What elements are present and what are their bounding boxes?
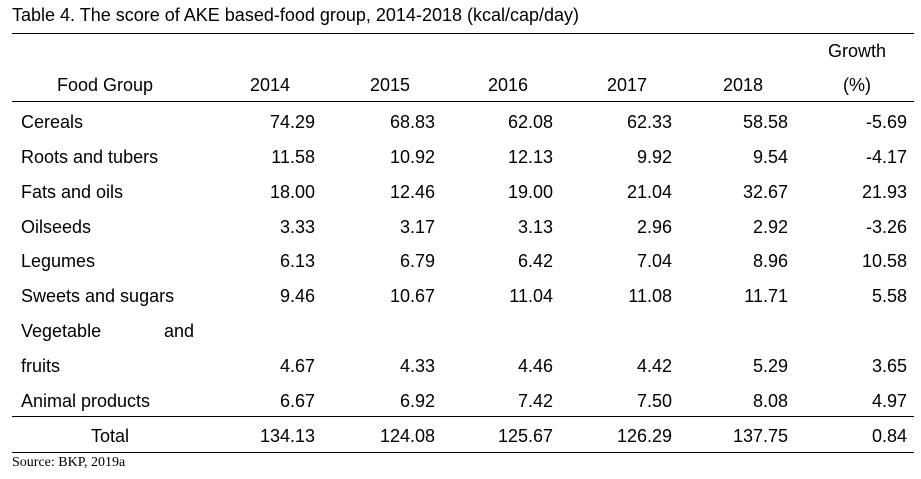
row-label: Roots and tubers	[21, 147, 159, 167]
table-top-rule	[12, 33, 914, 34]
row-value: 12.46	[389, 182, 435, 202]
row-value: 9.46	[279, 286, 315, 306]
row-value: 8.96	[752, 251, 788, 271]
row-value: 10.92	[389, 147, 435, 167]
total-value: 126.29	[616, 426, 672, 446]
row-value: 4.46	[517, 356, 553, 376]
row-label: Sweets and sugars	[21, 286, 175, 306]
row-label-line1: Vegetable	[21, 321, 102, 341]
row-value: 3.13	[517, 217, 553, 237]
total-value: 137.75	[732, 426, 788, 446]
table-caption: Table 4. The score of AKE based-food gro…	[12, 5, 580, 25]
row-value: 6.42	[517, 251, 553, 271]
row-value: 11.08	[628, 286, 672, 306]
row-value: 4.67	[279, 356, 315, 376]
row-value: 74.29	[269, 112, 315, 132]
header-growth-unit: (%)	[843, 75, 871, 95]
header-year: 2015	[369, 75, 411, 95]
row-growth: -4.17	[865, 147, 907, 167]
row-label-line1-and: and	[164, 321, 195, 341]
row-label: Fats and oils	[21, 182, 124, 202]
row-label: Animal products	[21, 391, 151, 411]
header-year: 2014	[249, 75, 291, 95]
row-value: 11.04	[509, 286, 553, 306]
row-value: 5.29	[752, 356, 788, 376]
row-value: 18.00	[269, 182, 315, 202]
row-value: 8.08	[752, 391, 788, 411]
row-value: 3.17	[399, 217, 435, 237]
total-value: 124.08	[379, 426, 435, 446]
row-value: 6.67	[279, 391, 315, 411]
header-food-group: Food Group	[56, 75, 154, 95]
header-growth: Growth	[827, 41, 887, 61]
row-value: 6.13	[279, 251, 315, 271]
row-value: 68.83	[389, 112, 435, 132]
row-value: 4.42	[636, 356, 672, 376]
row-growth: 3.65	[871, 356, 907, 376]
row-value: 7.50	[636, 391, 672, 411]
row-label: Oilseeds	[21, 217, 92, 237]
row-value: 4.33	[399, 356, 435, 376]
row-value: 11.71	[744, 286, 788, 306]
row-growth: -3.26	[865, 217, 907, 237]
row-value: 2.96	[636, 217, 672, 237]
row-value: 9.92	[636, 147, 672, 167]
bottom-rule	[12, 452, 914, 453]
row-value: 7.42	[517, 391, 553, 411]
row-label: Legumes	[21, 251, 96, 271]
row-value: 21.04	[626, 182, 672, 202]
row-growth: -5.69	[865, 112, 907, 132]
header-rule	[12, 101, 914, 102]
total-rule	[12, 416, 914, 417]
total-value: 125.67	[497, 426, 553, 446]
row-value: 3.33	[279, 217, 315, 237]
header-year: 2017	[606, 75, 648, 95]
row-value: 11.58	[271, 147, 315, 167]
row-value: 19.00	[507, 182, 553, 202]
row-value: 9.54	[752, 147, 788, 167]
row-value: 7.04	[636, 251, 672, 271]
row-value: 32.67	[742, 182, 788, 202]
row-label: Cereals	[21, 112, 84, 132]
row-value: 62.33	[626, 112, 672, 132]
row-value: 6.79	[399, 251, 435, 271]
row-growth: 4.97	[871, 391, 907, 411]
header-year: 2018	[722, 75, 764, 95]
row-value: 6.92	[399, 391, 435, 411]
row-value: 2.92	[752, 217, 788, 237]
total-value: 134.13	[259, 426, 315, 446]
header-year: 2016	[487, 75, 529, 95]
total-label: Total	[90, 426, 130, 446]
row-growth: 5.58	[871, 286, 907, 306]
row-value: 10.67	[389, 286, 435, 306]
row-value: 62.08	[507, 112, 553, 132]
row-value: 12.13	[507, 147, 553, 167]
row-growth: 21.93	[861, 182, 907, 202]
row-value: 58.58	[742, 112, 788, 132]
source-note: Source: BKP, 2019a	[12, 455, 126, 470]
row-label: fruits	[21, 356, 61, 376]
total-growth: 0.84	[871, 426, 907, 446]
row-growth: 10.58	[861, 251, 907, 271]
